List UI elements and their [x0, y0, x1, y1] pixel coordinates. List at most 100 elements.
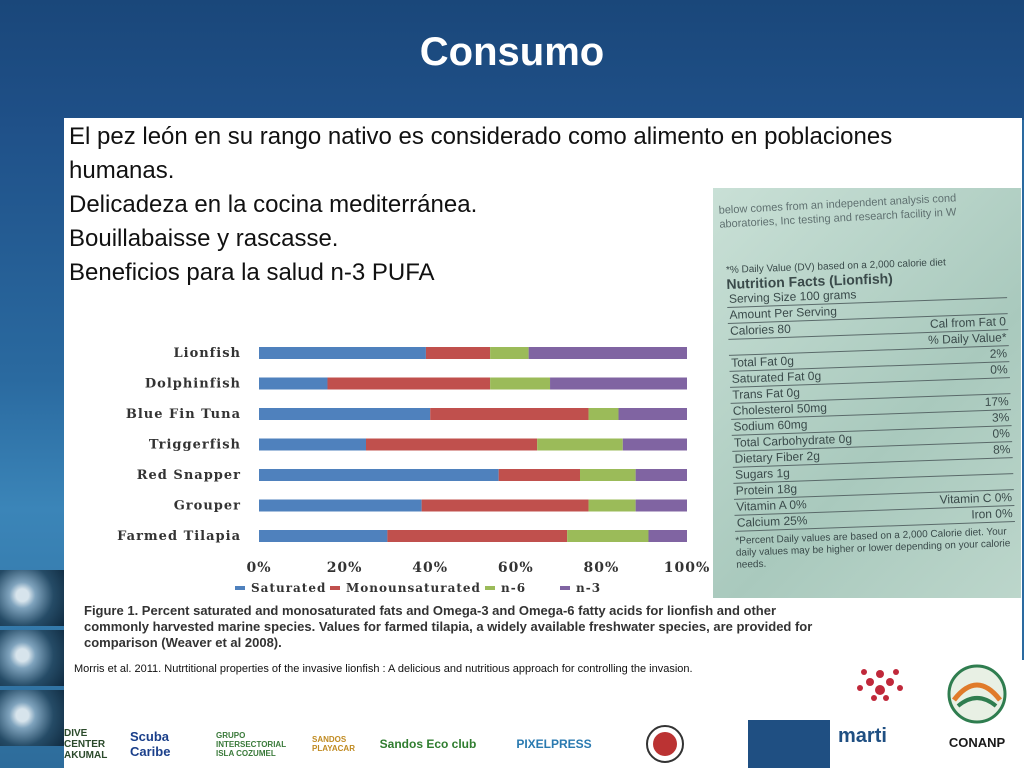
slide-title: Consumo: [419, 30, 605, 74]
nutrition-row-value: [1005, 282, 1006, 297]
bar-segment: [366, 438, 538, 451]
x-tick-label: 80%: [584, 560, 620, 576]
bar-segment: [327, 377, 491, 390]
bar-segment: [588, 408, 619, 420]
bar-segment: [259, 499, 422, 512]
logo-sandos-eco-club: Sandos Eco club: [379, 737, 477, 751]
nutrition-rows: Serving Size 100 grams Amount Per Serving…: [726, 282, 1015, 532]
nutrition-row-label: Dietary Fiber 2g: [734, 448, 821, 466]
conanp-emblem-icon: [947, 664, 1007, 724]
nutrition-facts-photo: below comes from an independent analysis…: [713, 188, 1021, 598]
legend-swatch: [235, 586, 245, 590]
coral-icon: [857, 669, 903, 701]
nutrition-row-label: Calories 80: [729, 321, 792, 338]
nutrition-row-value: 8%: [992, 442, 1011, 457]
bar-segment: [635, 499, 687, 512]
conanp-label: CONANP: [948, 735, 1006, 750]
figure-caption: Figure 1. Percent saturated and monosatu…: [84, 603, 813, 650]
logo-dive-center-akumal: DIVE CENTER AKUMAL: [64, 727, 108, 761]
nutrition-row-value: [1008, 378, 1009, 393]
bar-segment: [648, 530, 687, 542]
nutrition-row-label: Saturated Fat 0g: [731, 368, 822, 386]
logo-sandos-playacar: SANDOS PLAYACAR: [312, 735, 355, 753]
legend-swatch: [485, 586, 495, 590]
bar-segment: [498, 469, 580, 481]
nutrition-row-value: [1011, 474, 1012, 489]
text-line-6: Beneficios para la salud n-3 PUFA: [69, 259, 435, 286]
category-label: Triggerfish: [149, 438, 241, 453]
logo-grupo-intersectorial: GRUPO INTERSECTORIAL ISLA COZUMEL: [216, 730, 286, 758]
text-line-4: Bouillabaisse y rascasse.: [69, 225, 339, 252]
nutrition-row-value: 2%: [989, 346, 1008, 361]
text-line-3: Delicadeza en la cocina mediterránea.: [69, 191, 478, 218]
nutrition-panel: *% Daily Value (DV) based on a 2,000 cal…: [726, 251, 1017, 572]
citation: Morris et al. 2011. Nutrtitional propert…: [74, 663, 693, 675]
bar-segment: [259, 530, 388, 542]
logo-scuba-caribe: Scuba Caribe: [130, 729, 171, 759]
header-band: [0, 0, 1024, 125]
legend-label: Saturated: [251, 581, 326, 595]
category-label: Grouper: [174, 499, 241, 514]
bar-segment: [635, 469, 687, 481]
nutrition-row-value: [1011, 458, 1012, 473]
lionfish-photo-2: [0, 630, 64, 686]
bar-segment: [567, 530, 649, 542]
nutrition-row-value: 3%: [991, 410, 1010, 425]
legend-label: n-3: [576, 581, 601, 595]
category-label: Lionfish: [173, 346, 241, 361]
slide-text: El pez león en su rango nativo es consid…: [69, 120, 969, 290]
x-tick-label: 100%: [664, 560, 711, 576]
nutrition-row-label: Trans Fat 0g: [732, 385, 801, 402]
bar-segment: [490, 377, 551, 390]
left-decoration: [0, 120, 64, 768]
bar-segment: [550, 377, 687, 390]
nutrition-row-value: 0%: [992, 426, 1011, 441]
nutrition-row-value: Vitamin C 0%: [939, 490, 1013, 507]
bar-segment: [259, 438, 366, 451]
x-tick-label: 0%: [246, 560, 271, 576]
fatty-acid-chart: Lionfish Dolphinfish Blue Fin Tuna Triggerf…: [117, 346, 711, 595]
bar-segment: [259, 469, 499, 481]
legend-label: n-6: [501, 581, 526, 595]
category-label: Farmed Tilapia: [117, 529, 241, 544]
nutrition-row-value: 0%: [990, 362, 1008, 377]
bar-segment: [430, 408, 589, 420]
bar-segment: [580, 469, 636, 481]
bar-segment: [588, 499, 636, 512]
nutrition-footnote: *Percent Daily values are based on a 2,0…: [735, 526, 1011, 571]
text-line-1: El pez león en su rango nativo es consid…: [69, 123, 893, 150]
nutrition-row-label: Vitamin A 0%: [735, 497, 807, 514]
legend-swatch: [330, 586, 340, 590]
sponsor-logos: DIVE CENTER AKUMAL Scuba Caribe GRUPO IN…: [64, 720, 834, 768]
category-label: Blue Fin Tuna: [126, 407, 241, 422]
nutrition-row-label: Sugars 1g: [734, 465, 791, 482]
bar-segment: [528, 347, 687, 359]
nutrition-row-value: % Daily Value*: [927, 330, 1007, 347]
nutrition-row-label: Calcium 25%: [736, 513, 808, 530]
lionfish-photo-3: [0, 690, 64, 746]
bar-segment: [490, 347, 529, 359]
nutrition-row-label: Protein 18g: [735, 481, 798, 498]
nutrition-row-label: [730, 340, 731, 355]
logo-bar-gap: [748, 720, 830, 768]
category-label: Red Snapper: [137, 468, 241, 483]
nutrition-row-label: Total Fat 0g: [730, 353, 795, 370]
logo-conanp: CONANP: [930, 660, 1024, 768]
bar-segment: [259, 377, 328, 390]
x-tick-label: 40%: [412, 560, 448, 576]
bar-segment: [387, 530, 568, 542]
bar-segment: [425, 347, 491, 359]
x-tick-label: 20%: [327, 560, 363, 576]
logo-pixelpress: PIXELPRESS: [516, 737, 592, 751]
text-line-2: humanas.: [69, 157, 175, 184]
legend-swatch: [560, 586, 570, 590]
lionfish-photo-1: [0, 570, 64, 626]
nutrition-row-value: Cal from Fat 0: [929, 314, 1007, 331]
bar-segment: [537, 438, 623, 451]
nutrition-row-value: 17%: [984, 394, 1009, 410]
nutrition-header-text: below comes from an independent analysis…: [713, 188, 1021, 246]
bar-segment: [618, 408, 687, 420]
legend-label: Monounsaturated: [346, 581, 481, 595]
x-tick-label: 60%: [498, 560, 534, 576]
category-label: Dolphinfish: [145, 377, 241, 392]
